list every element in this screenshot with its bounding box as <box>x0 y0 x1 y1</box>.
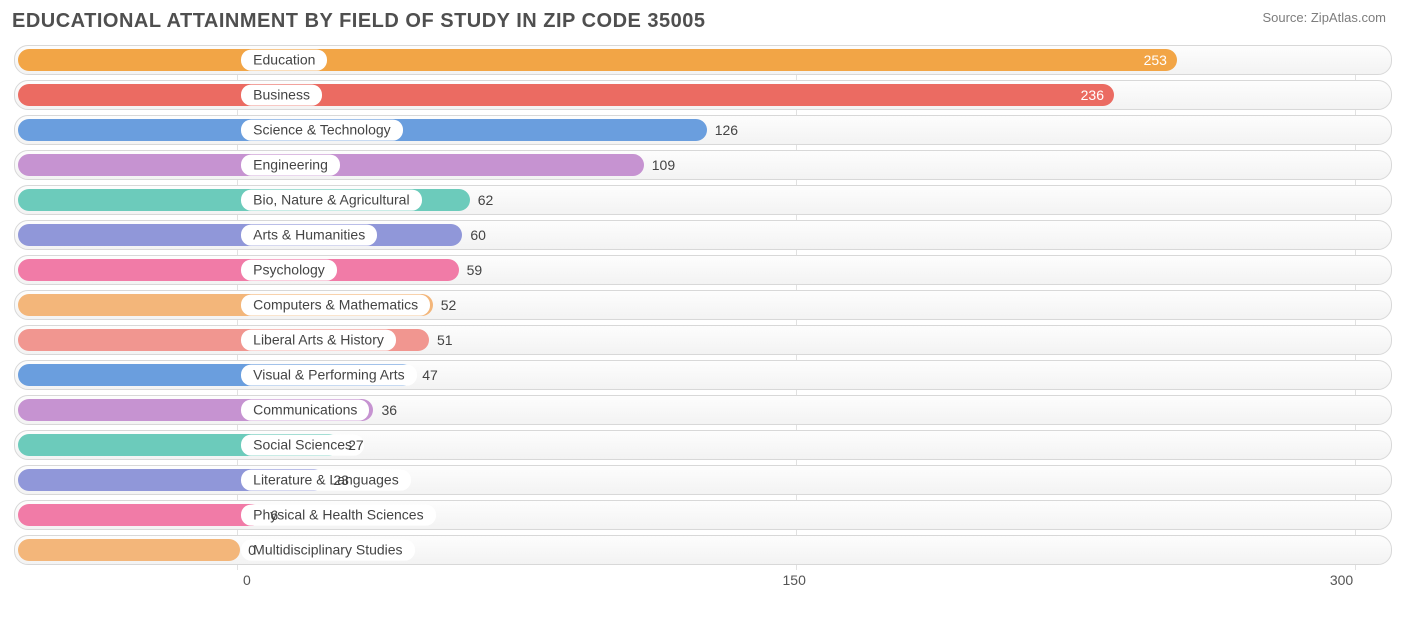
bar-track: Psychology 59 <box>18 259 1388 281</box>
bar-track: Visual & Performing Arts 47 <box>18 364 1388 386</box>
bar-value-label: 236 <box>1081 87 1104 103</box>
bar <box>18 259 459 281</box>
bar-category-label: Multidisciplinary Studies <box>241 540 414 561</box>
bar-category-label: Psychology <box>241 260 337 281</box>
chart-title: EDUCATIONAL ATTAINMENT BY FIELD OF STUDY… <box>12 10 706 33</box>
bar-row: Literature & Languages23 <box>14 465 1392 495</box>
bar-track: Computers & Mathematics 52 <box>18 294 1388 316</box>
bar-category-label: Liberal Arts & History <box>241 330 396 351</box>
bar-track: Bio, Nature & Agricultural 62 <box>18 189 1388 211</box>
chart-area: Education253Business236Science & Technol… <box>0 39 1406 598</box>
bar-track: Arts & Humanities 60 <box>18 224 1388 246</box>
x-axis: 0 150 300 <box>28 570 1378 598</box>
bar-row: Science & Technology 126 <box>14 115 1392 145</box>
bar-value-label: 47 <box>422 367 438 383</box>
bar-track: Science & Technology 126 <box>18 119 1388 141</box>
bar-value-label: 36 <box>381 402 397 418</box>
bar-row: Engineering 109 <box>14 150 1392 180</box>
bar-track: Business 236 <box>18 84 1388 106</box>
bar-category-label: Arts & Humanities <box>241 225 377 246</box>
x-tick: 150 <box>783 572 806 588</box>
bar-value-label: 23 <box>333 472 349 488</box>
bar-row: Liberal Arts & History 51 <box>14 325 1392 355</box>
bar <box>18 49 1177 71</box>
bar-category-label: Social Sciences <box>241 435 364 456</box>
bar-category-label: Computers & Mathematics <box>241 295 430 316</box>
bar-category-label: Science & Technology <box>241 120 403 141</box>
bar-row: Education 253 <box>14 45 1392 75</box>
bar-value-label: 51 <box>437 332 453 348</box>
x-tick: 0 <box>243 572 251 588</box>
bar-track: Literature & Languages23 <box>18 469 1388 491</box>
bar-category-label: Communications <box>241 400 369 421</box>
bar-value-label: 253 <box>1144 52 1167 68</box>
bar <box>18 224 462 246</box>
bar-track: Communications 36 <box>18 399 1388 421</box>
bar <box>18 539 240 561</box>
chart-header: EDUCATIONAL ATTAINMENT BY FIELD OF STUDY… <box>0 0 1406 39</box>
bar-category-label: Education <box>241 50 327 71</box>
bar-value-label: 0 <box>248 542 256 558</box>
bar-row: Computers & Mathematics 52 <box>14 290 1392 320</box>
bar-value-label: 126 <box>715 122 738 138</box>
bar-track: Physical & Health Sciences6 <box>18 504 1388 526</box>
x-tick: 300 <box>1330 572 1353 588</box>
bar-row: Visual & Performing Arts 47 <box>14 360 1392 390</box>
bar-row: Physical & Health Sciences6 <box>14 500 1392 530</box>
bar-category-label: Visual & Performing Arts <box>241 365 416 386</box>
bar <box>18 84 1114 106</box>
bar-value-label: 60 <box>470 227 486 243</box>
bar-track: Engineering 109 <box>18 154 1388 176</box>
bar-row: Arts & Humanities 60 <box>14 220 1392 250</box>
chart-inner: Education253Business236Science & Technol… <box>14 45 1392 570</box>
chart-source: Source: ZipAtlas.com <box>1262 10 1386 25</box>
bar-row: Psychology 59 <box>14 255 1392 285</box>
bar-category-label: Business <box>241 85 322 106</box>
bar-track: Social Sciences27 <box>18 434 1388 456</box>
bar-value-label: 6 <box>270 507 278 523</box>
bar-category-label: Engineering <box>241 155 340 176</box>
bar-row: Communications 36 <box>14 395 1392 425</box>
bar-value-label: 62 <box>478 192 494 208</box>
bar-value-label: 109 <box>652 157 675 173</box>
bar-value-label: 59 <box>467 262 483 278</box>
bar-row: Social Sciences27 <box>14 430 1392 460</box>
bar-track: Education 253 <box>18 49 1388 71</box>
bar-track: Multidisciplinary Studies0 <box>18 539 1388 561</box>
bar-category-label: Bio, Nature & Agricultural <box>241 190 421 211</box>
bar-value-label: 52 <box>441 297 457 313</box>
bar <box>18 504 262 526</box>
bar-category-label: Literature & Languages <box>241 470 411 491</box>
bar-row: Multidisciplinary Studies0 <box>14 535 1392 565</box>
bar-track: Liberal Arts & History 51 <box>18 329 1388 351</box>
bar-value-label: 27 <box>348 437 364 453</box>
bar-row: Business 236 <box>14 80 1392 110</box>
bar-row: Bio, Nature & Agricultural 62 <box>14 185 1392 215</box>
